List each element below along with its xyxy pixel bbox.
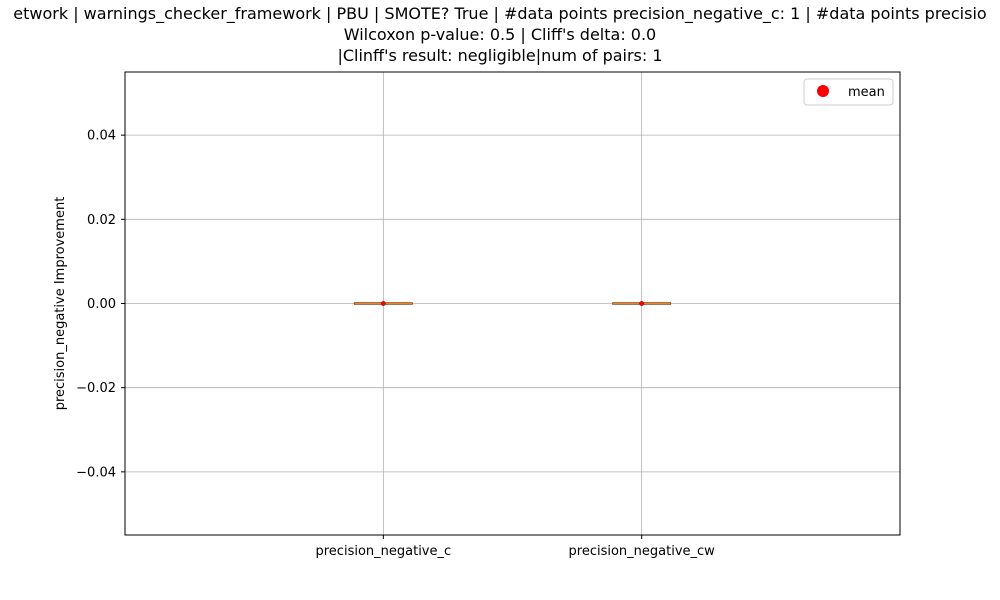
y-tick-label: 0.04 — [87, 129, 116, 144]
legend-frame — [803, 78, 894, 106]
y-axis-label: precision_negative Improvement — [53, 197, 68, 411]
legend-mean-label: mean — [848, 85, 885, 100]
chart-title-line-3: |Clinff's result: negligible|num of pair… — [337, 46, 663, 65]
y-tick-label: −0.04 — [76, 465, 116, 480]
box-layer — [353, 301, 672, 306]
tick-layer: −0.04 −0.02 0.00 0.02 0.04 precision_negative… — [76, 129, 715, 559]
chart-title: etwork | warnings_checker_framework | PB… — [0, 3, 1000, 66]
chart-title-line-1: etwork | warnings_checker_framework | PB… — [13, 4, 987, 23]
y-tick-label: 0.00 — [87, 297, 116, 312]
y-tick-label: 0.02 — [87, 213, 116, 228]
grid-layer — [125, 72, 900, 535]
x-tick-label: precision_negative_c — [316, 544, 452, 559]
mean-marker — [380, 301, 386, 306]
x-tick-label: precision_negative_cw — [569, 544, 716, 559]
y-tick-label: −0.02 — [76, 381, 116, 396]
mean-marker — [639, 301, 645, 306]
chart-title-line-2: Wilcoxon p-value: 0.5 | Cliff's delta: 0… — [343, 25, 657, 44]
legend-mean-marker — [817, 85, 829, 97]
legend: mean — [803, 78, 894, 106]
